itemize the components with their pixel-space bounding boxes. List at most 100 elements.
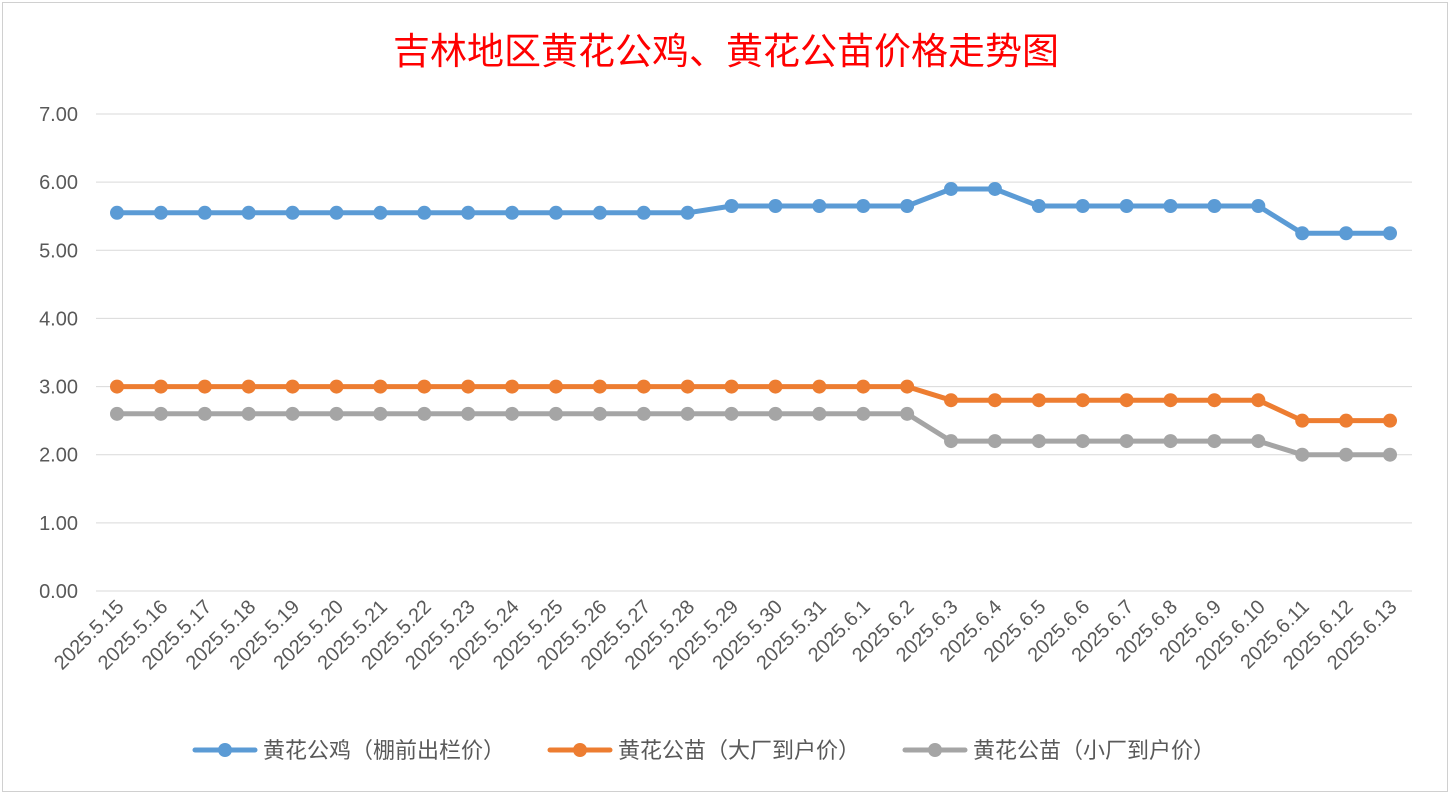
data-point: [592, 406, 607, 421]
data-point: [680, 379, 695, 394]
data-point: [1339, 226, 1354, 241]
y-tick-label: 6.00: [39, 172, 78, 194]
data-point: [1295, 447, 1310, 462]
data-point: [1339, 447, 1354, 462]
data-point: [1075, 434, 1090, 449]
data-point: [1163, 434, 1178, 449]
data-point: [856, 406, 871, 421]
data-point: [110, 379, 124, 394]
data-point: [197, 205, 212, 220]
data-point: [241, 205, 256, 220]
series-3: [110, 406, 1397, 462]
data-point: [461, 379, 476, 394]
y-tick-label: 2.00: [39, 445, 78, 467]
data-point: [900, 198, 915, 213]
data-point: [636, 406, 651, 421]
data-point: [1031, 198, 1046, 213]
data-point: [153, 406, 168, 421]
data-point: [1207, 434, 1222, 449]
data-point: [768, 198, 783, 213]
data-point: [329, 379, 344, 394]
data-point: [1119, 393, 1134, 408]
legend-marker-swatch: [928, 743, 942, 757]
y-tick-label: 4.00: [39, 308, 78, 330]
data-point: [1163, 393, 1178, 408]
data-point: [1251, 434, 1266, 449]
data-point: [241, 379, 256, 394]
gridlines: [96, 113, 1412, 592]
data-point: [944, 181, 959, 196]
data-point: [592, 205, 607, 220]
legend-marker-swatch: [573, 743, 587, 757]
data-point: [1339, 413, 1354, 428]
y-tick-label: 5.00: [39, 240, 78, 262]
data-point: [1119, 198, 1134, 213]
data-point: [1207, 198, 1222, 213]
data-point: [548, 406, 563, 421]
y-tick-label: 7.00: [39, 104, 78, 126]
legend-label: 黄花公鸡（棚前出栏价）: [263, 739, 505, 764]
data-point: [548, 205, 563, 220]
data-point: [944, 393, 959, 408]
data-point: [1383, 226, 1397, 241]
data-point: [856, 379, 871, 394]
data-point: [1031, 434, 1046, 449]
data-point: [1207, 393, 1222, 408]
legend-marker-swatch: [218, 743, 232, 757]
data-point: [329, 406, 344, 421]
data-point: [417, 406, 432, 421]
data-point: [1031, 393, 1046, 408]
y-axis-tick-labels: 0.00 1.00 2.00 3.00 4.00 5.00 6.00 7.00: [39, 104, 78, 603]
data-point: [900, 406, 915, 421]
data-point: [153, 205, 168, 220]
data-point: [373, 379, 388, 394]
data-point: [373, 205, 388, 220]
data-point: [461, 406, 476, 421]
data-point: [1251, 393, 1266, 408]
data-point: [900, 379, 915, 394]
data-point: [461, 205, 476, 220]
data-point: [1119, 434, 1134, 449]
legend-label: 黄花公苗（大厂到户价）: [618, 739, 860, 764]
data-point: [1075, 393, 1090, 408]
data-point: [987, 393, 1002, 408]
data-point: [1163, 198, 1178, 213]
data-point: [636, 379, 651, 394]
data-point: [987, 434, 1002, 449]
y-tick-label: 1.00: [39, 513, 78, 535]
data-point: [329, 205, 344, 220]
data-point: [1075, 198, 1090, 213]
data-point: [1295, 226, 1310, 241]
data-point: [548, 379, 563, 394]
data-point: [417, 205, 432, 220]
data-point: [505, 205, 520, 220]
data-point: [987, 181, 1002, 196]
data-point: [505, 406, 520, 421]
chart-title: 吉林地区黄花公鸡、黄花公苗价格走势图: [393, 30, 1059, 73]
data-point: [680, 205, 695, 220]
legend-item-3: 黄花公苗（小厂到户价）: [902, 739, 1215, 764]
legend-label: 黄花公苗（小厂到户价）: [973, 739, 1215, 764]
data-point: [680, 406, 695, 421]
data-point: [197, 406, 212, 421]
series-line: [114, 186, 1393, 236]
series-1: [110, 181, 1397, 241]
data-point: [812, 379, 827, 394]
data-point: [724, 406, 739, 421]
series-line: [114, 384, 1393, 424]
data-point: [110, 406, 124, 421]
data-point: [285, 379, 300, 394]
data-point: [1383, 447, 1397, 462]
x-axis-tick-labels: 2025.5.152025.5.162025.5.172025.5.182025…: [50, 596, 1401, 674]
data-point: [724, 198, 739, 213]
data-point: [110, 205, 124, 220]
data-point: [285, 205, 300, 220]
data-point: [1383, 413, 1397, 428]
data-point: [636, 205, 651, 220]
data-point: [197, 379, 212, 394]
data-point: [153, 379, 168, 394]
data-point: [1251, 198, 1266, 213]
data-point: [768, 379, 783, 394]
